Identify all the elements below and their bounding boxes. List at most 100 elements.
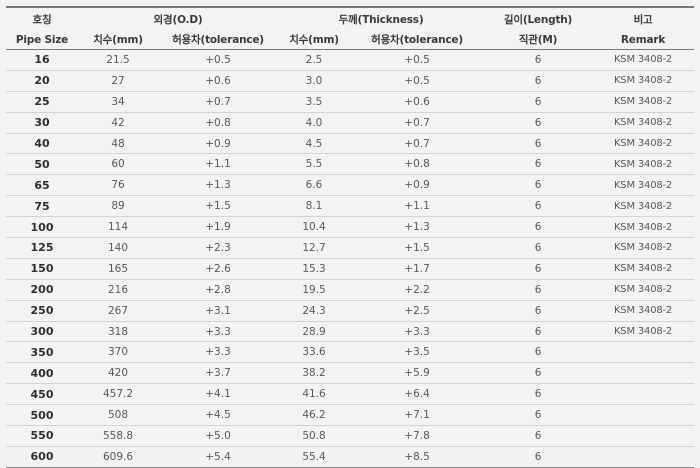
od-tolerance-cell: +4.5 <box>158 404 279 427</box>
od-tolerance-cell: +2.8 <box>158 279 279 301</box>
length-cell: 6 <box>484 70 593 92</box>
thickness-dimension-cell: 2.5 <box>278 49 351 71</box>
header-pipe: 호칭 <box>6 6 78 30</box>
thickness-dimension-cell: 19.5 <box>278 279 351 301</box>
table-row: 25 34 +0.7 3.5 +0.6 6 KSM 3408-2 <box>6 91 695 113</box>
pipe-size-cell: 20 <box>6 70 78 92</box>
od-dimension-cell: 140 <box>78 237 158 259</box>
pipe-size-cell: 400 <box>6 362 78 385</box>
od-tolerance-cell: +2.3 <box>158 237 279 259</box>
od-tolerance-cell: +4.1 <box>158 383 279 406</box>
thickness-tolerance-cell: +3.5 <box>350 341 485 364</box>
header-length: 길이(Length) <box>484 6 593 30</box>
od-dimension-cell: 318 <box>78 321 158 343</box>
length-cell: 6 <box>484 446 593 468</box>
table-row: 450 457.2 +4.1 41.6 +6.4 6 <box>6 383 695 406</box>
pipe-size-cell: 550 <box>6 425 78 447</box>
remark-cell: KSM 3408-2 <box>592 153 695 176</box>
thickness-dimension-cell: 6.6 <box>278 174 351 197</box>
thickness-tolerance-cell: +0.5 <box>350 70 485 92</box>
subheader-od-tolerance: 허용차(tolerance) <box>158 30 279 50</box>
remark-cell: KSM 3408-2 <box>592 279 695 301</box>
remark-cell <box>592 362 695 385</box>
od-dimension-cell: 21.5 <box>78 49 158 71</box>
thickness-dimension-cell: 10.4 <box>278 216 351 239</box>
thickness-dimension-cell: 55.4 <box>278 446 351 468</box>
subheader-length-straight: 직관(M) <box>484 30 593 50</box>
thickness-dimension-cell: 3.5 <box>278 91 351 113</box>
od-tolerance-cell: +3.3 <box>158 321 279 343</box>
length-cell: 6 <box>484 341 593 364</box>
table-row: 30 42 +0.8 4.0 +0.7 6 KSM 3408-2 <box>6 112 695 134</box>
pipe-size-cell: 150 <box>6 258 78 280</box>
length-cell: 6 <box>484 258 593 280</box>
remark-cell: KSM 3408-2 <box>592 49 695 71</box>
table-row: 550 558.8 +5.0 50.8 +7.8 6 <box>6 425 695 447</box>
pipe-size-cell: 500 <box>6 404 78 427</box>
table-row: 350 370 +3.3 33.6 +3.5 6 <box>6 341 695 364</box>
header-group-row: 호칭 외경(O.D) 두께(Thickness) 길이(Length) 비고 <box>6 6 695 30</box>
thickness-tolerance-cell: +0.6 <box>350 91 485 113</box>
od-tolerance-cell: +3.1 <box>158 300 279 322</box>
thickness-tolerance-cell: +5.9 <box>350 362 485 385</box>
thickness-tolerance-cell: +1.1 <box>350 195 485 218</box>
length-cell: 6 <box>484 216 593 239</box>
length-cell: 6 <box>484 383 593 406</box>
thickness-tolerance-cell: +7.8 <box>350 425 485 447</box>
od-dimension-cell: 89 <box>78 195 158 218</box>
thickness-tolerance-cell: +0.8 <box>350 153 485 176</box>
od-dimension-cell: 34 <box>78 91 158 113</box>
thickness-tolerance-cell: +0.7 <box>350 133 485 155</box>
table-row: 125 140 +2.3 12.7 +1.5 6 KSM 3408-2 <box>6 237 695 259</box>
remark-cell: KSM 3408-2 <box>592 258 695 280</box>
pipe-size-cell: 125 <box>6 237 78 259</box>
pipe-size-cell: 350 <box>6 341 78 364</box>
thickness-tolerance-cell: +1.7 <box>350 258 485 280</box>
remark-cell: KSM 3408-2 <box>592 300 695 322</box>
table-row: 500 508 +4.5 46.2 +7.1 6 <box>6 404 695 427</box>
remark-cell: KSM 3408-2 <box>592 174 695 197</box>
remark-cell: KSM 3408-2 <box>592 237 695 259</box>
od-tolerance-cell: +0.8 <box>158 112 279 134</box>
table-row: 50 60 +1.1 5.5 +0.8 6 KSM 3408-2 <box>6 153 695 176</box>
subheader-remark: Remark <box>592 30 695 50</box>
thickness-dimension-cell: 24.3 <box>278 300 351 322</box>
length-cell: 6 <box>484 133 593 155</box>
thickness-dimension-cell: 28.9 <box>278 321 351 343</box>
table-row: 250 267 +3.1 24.3 +2.5 6 KSM 3408-2 <box>6 300 695 322</box>
subheader-thickness-dimension: 치수(mm) <box>278 30 351 50</box>
table-row: 150 165 +2.6 15.3 +1.7 6 KSM 3408-2 <box>6 258 695 280</box>
pipe-size-cell: 40 <box>6 133 78 155</box>
thickness-tolerance-cell: +3.3 <box>350 321 485 343</box>
table-row: 400 420 +3.7 38.2 +5.9 6 <box>6 362 695 385</box>
od-tolerance-cell: +5.0 <box>158 425 279 447</box>
thickness-dimension-cell: 41.6 <box>278 383 351 406</box>
od-tolerance-cell: +3.3 <box>158 341 279 364</box>
remark-cell: KSM 3408-2 <box>592 321 695 343</box>
remark-cell: KSM 3408-2 <box>592 195 695 218</box>
remark-cell: KSM 3408-2 <box>592 216 695 239</box>
od-tolerance-cell: +1.5 <box>158 195 279 218</box>
thickness-dimension-cell: 50.8 <box>278 425 351 447</box>
pipe-size-cell: 30 <box>6 112 78 134</box>
pipe-size-cell: 250 <box>6 300 78 322</box>
remark-cell <box>592 446 695 468</box>
thickness-dimension-cell: 38.2 <box>278 362 351 385</box>
od-dimension-cell: 27 <box>78 70 158 92</box>
thickness-tolerance-cell: +2.2 <box>350 279 485 301</box>
od-dimension-cell: 76 <box>78 174 158 197</box>
thickness-tolerance-cell: +0.9 <box>350 174 485 197</box>
od-tolerance-cell: +0.6 <box>158 70 279 92</box>
pipe-size-cell: 65 <box>6 174 78 197</box>
thickness-tolerance-cell: +1.3 <box>350 216 485 239</box>
table-row: 20 27 +0.6 3.0 +0.5 6 KSM 3408-2 <box>6 70 695 92</box>
thickness-tolerance-cell: +2.5 <box>350 300 485 322</box>
table-row: 75 89 +1.5 8.1 +1.1 6 KSM 3408-2 <box>6 195 695 218</box>
od-tolerance-cell: +1.9 <box>158 216 279 239</box>
od-dimension-cell: 457.2 <box>78 383 158 406</box>
length-cell: 6 <box>484 321 593 343</box>
length-cell: 6 <box>484 404 593 427</box>
thickness-dimension-cell: 5.5 <box>278 153 351 176</box>
thickness-dimension-cell: 33.6 <box>278 341 351 364</box>
pipe-size-cell: 100 <box>6 216 78 239</box>
